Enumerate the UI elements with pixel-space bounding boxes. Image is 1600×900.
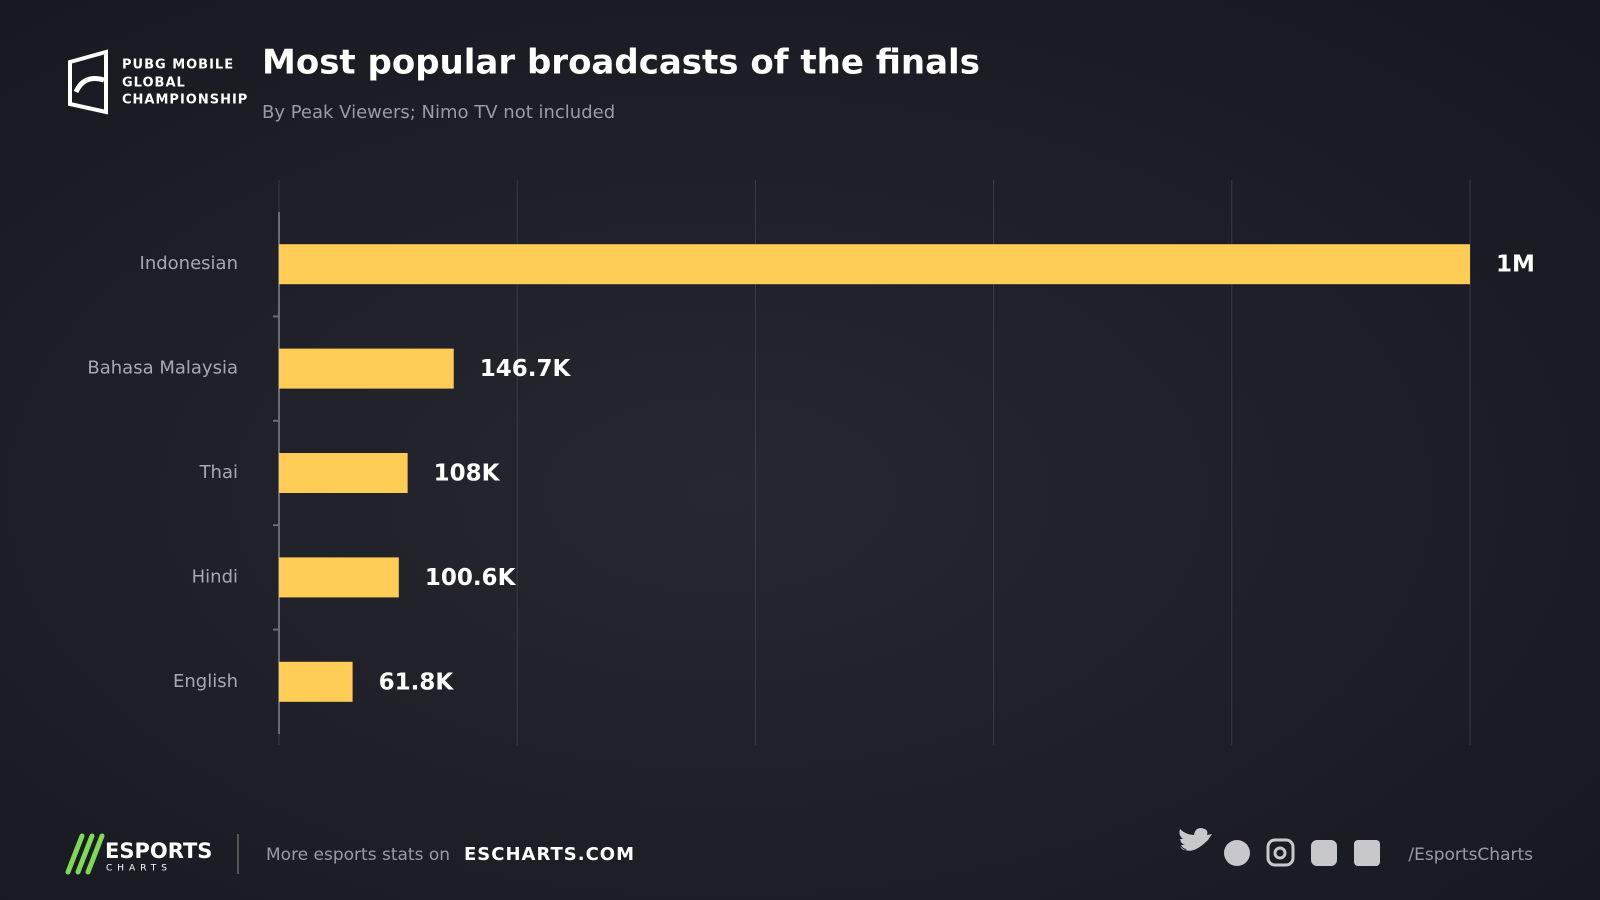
bar [279, 244, 1470, 285]
value-label: 1M [1496, 252, 1535, 278]
value-label: 61.8K [379, 669, 455, 695]
y-tick-label: Hindi [192, 566, 238, 587]
footer-handle[interactable]: /EsportsCharts [1408, 845, 1533, 865]
logo-text: GLOBAL [122, 76, 186, 91]
brand: ESPORTS [105, 839, 212, 863]
value-label: 100.6K [425, 565, 517, 591]
social-icons[interactable] [1179, 828, 1380, 867]
logo: PUBG MOBILE GLOBAL CHAMPIONSHIP [68, 49, 248, 115]
bar [279, 661, 353, 702]
footer: ESPORTS CHARTS More esports stats on ESC… [65, 828, 1533, 875]
bar [279, 453, 408, 493]
logo-text: CHAMPIONSHIP [122, 93, 248, 108]
logo-text: PUBG MOBILE [122, 58, 234, 73]
value-label: 146.7K [480, 356, 572, 382]
y-tick-label: Bahasa Malaysia [87, 358, 238, 379]
bar [279, 348, 454, 389]
brand-sub: CHARTS [106, 864, 172, 874]
footer-site[interactable]: ESCHARTS.COM [464, 844, 635, 865]
value-label: 108K [434, 461, 501, 487]
y-tick-label: Indonesian [140, 253, 238, 274]
bar [279, 557, 399, 598]
chart-subtitle: By Peak Viewers; Nimo TV not included [262, 102, 615, 123]
plot-area: Indonesian 1M Bahasa Malaysia 146.7K Thai 108… [87, 180, 1535, 745]
y-tick-label: English [173, 671, 238, 692]
chart-title: Most popular broadcasts of the finals [262, 43, 980, 83]
footer-prompt: More esports stats on [266, 845, 450, 865]
y-tick-label: Thai [199, 462, 238, 483]
